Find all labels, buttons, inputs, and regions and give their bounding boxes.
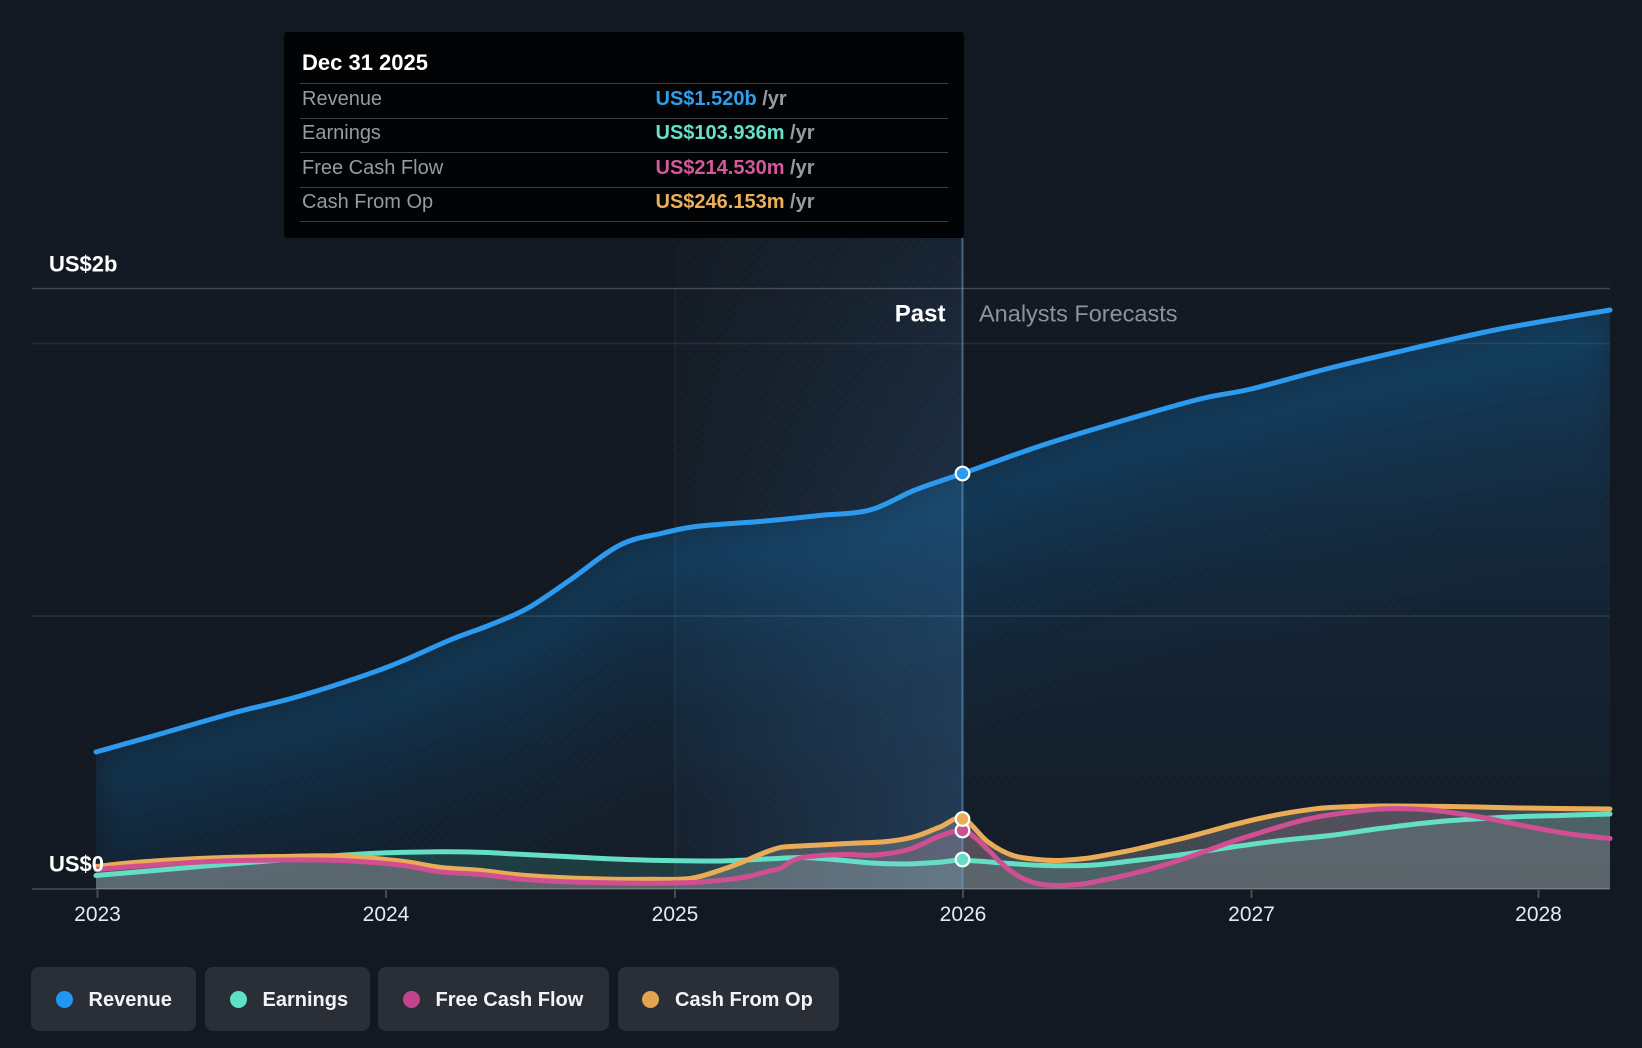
svg-text:2024: 2024: [363, 903, 410, 926]
svg-text:2027: 2027: [1228, 903, 1275, 926]
svg-text:Analysts Forecasts: Analysts Forecasts: [979, 301, 1178, 327]
svg-text:US$2b: US$2b: [49, 252, 117, 277]
svg-text:2023: 2023: [74, 903, 121, 926]
svg-text:2028: 2028: [1515, 903, 1562, 926]
svg-text:US$0: US$0: [49, 852, 104, 877]
svg-text:2025: 2025: [652, 903, 699, 926]
svg-text:Past: Past: [895, 301, 946, 328]
svg-text:2026: 2026: [940, 903, 987, 926]
